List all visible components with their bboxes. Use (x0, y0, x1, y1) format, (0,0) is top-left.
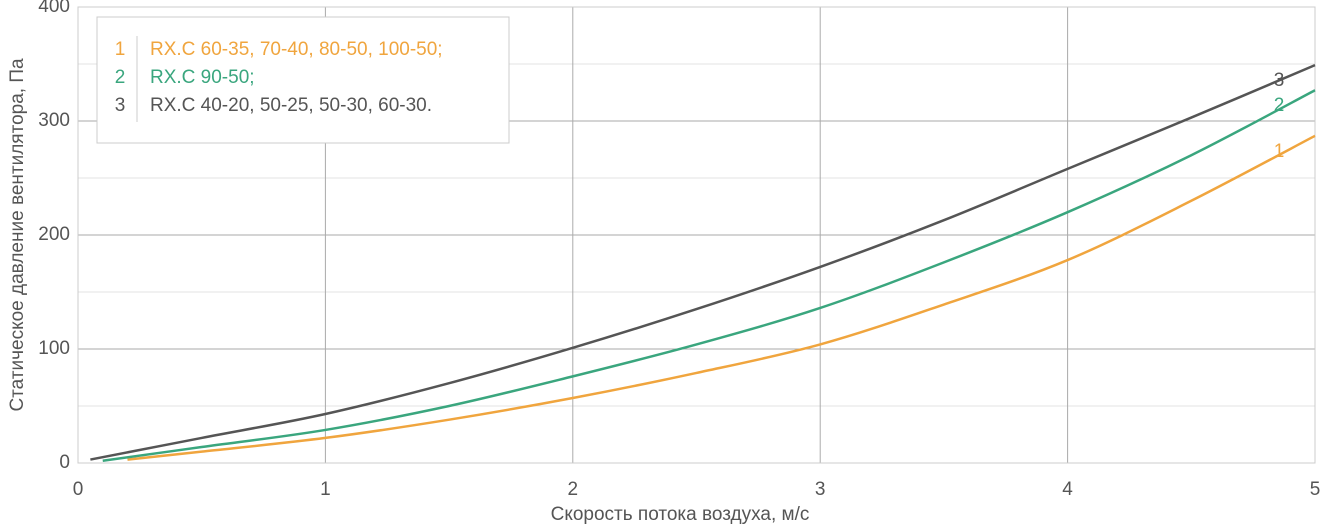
y-tick-label: 300 (38, 110, 70, 131)
line-end-label: 2 (1274, 95, 1285, 116)
legend-number: 2 (115, 67, 126, 88)
legend-number: 1 (115, 39, 126, 60)
y-tick-label: 100 (38, 338, 70, 359)
x-tick-label: 0 (73, 479, 84, 500)
x-tick-label: 2 (568, 479, 579, 500)
series-line (90, 63, 1316, 461)
y-axis-label: Статическое давление вентилятора, Па (7, 58, 28, 412)
line-end-label: 3 (1274, 70, 1285, 91)
line-end-label: 1 (1274, 141, 1285, 162)
x-axis-label: Скорость потока воздуха, м/с (551, 504, 810, 525)
x-tick-label: 4 (1062, 479, 1073, 500)
x-tick-label: 1 (320, 479, 331, 500)
y-tick-label: 200 (38, 224, 70, 245)
legend-label: RX.C 60-35, 70-40, 80-50, 100-50; (150, 39, 443, 60)
legend-label: RX.C 40-20, 50-25, 50-30, 60-30. (150, 95, 432, 116)
series-line (127, 134, 1316, 461)
x-tick-label: 5 (1310, 479, 1321, 500)
x-tick-label: 3 (815, 479, 826, 500)
y-tick-label: 0 (59, 452, 70, 473)
legend-label: RX.C 90-50; (150, 67, 255, 88)
series-line (102, 89, 1316, 462)
legend-box (96, 16, 510, 144)
y-tick-label: 400 (38, 0, 70, 17)
plot-frame (77, 6, 1316, 464)
legend-number: 3 (115, 95, 126, 116)
